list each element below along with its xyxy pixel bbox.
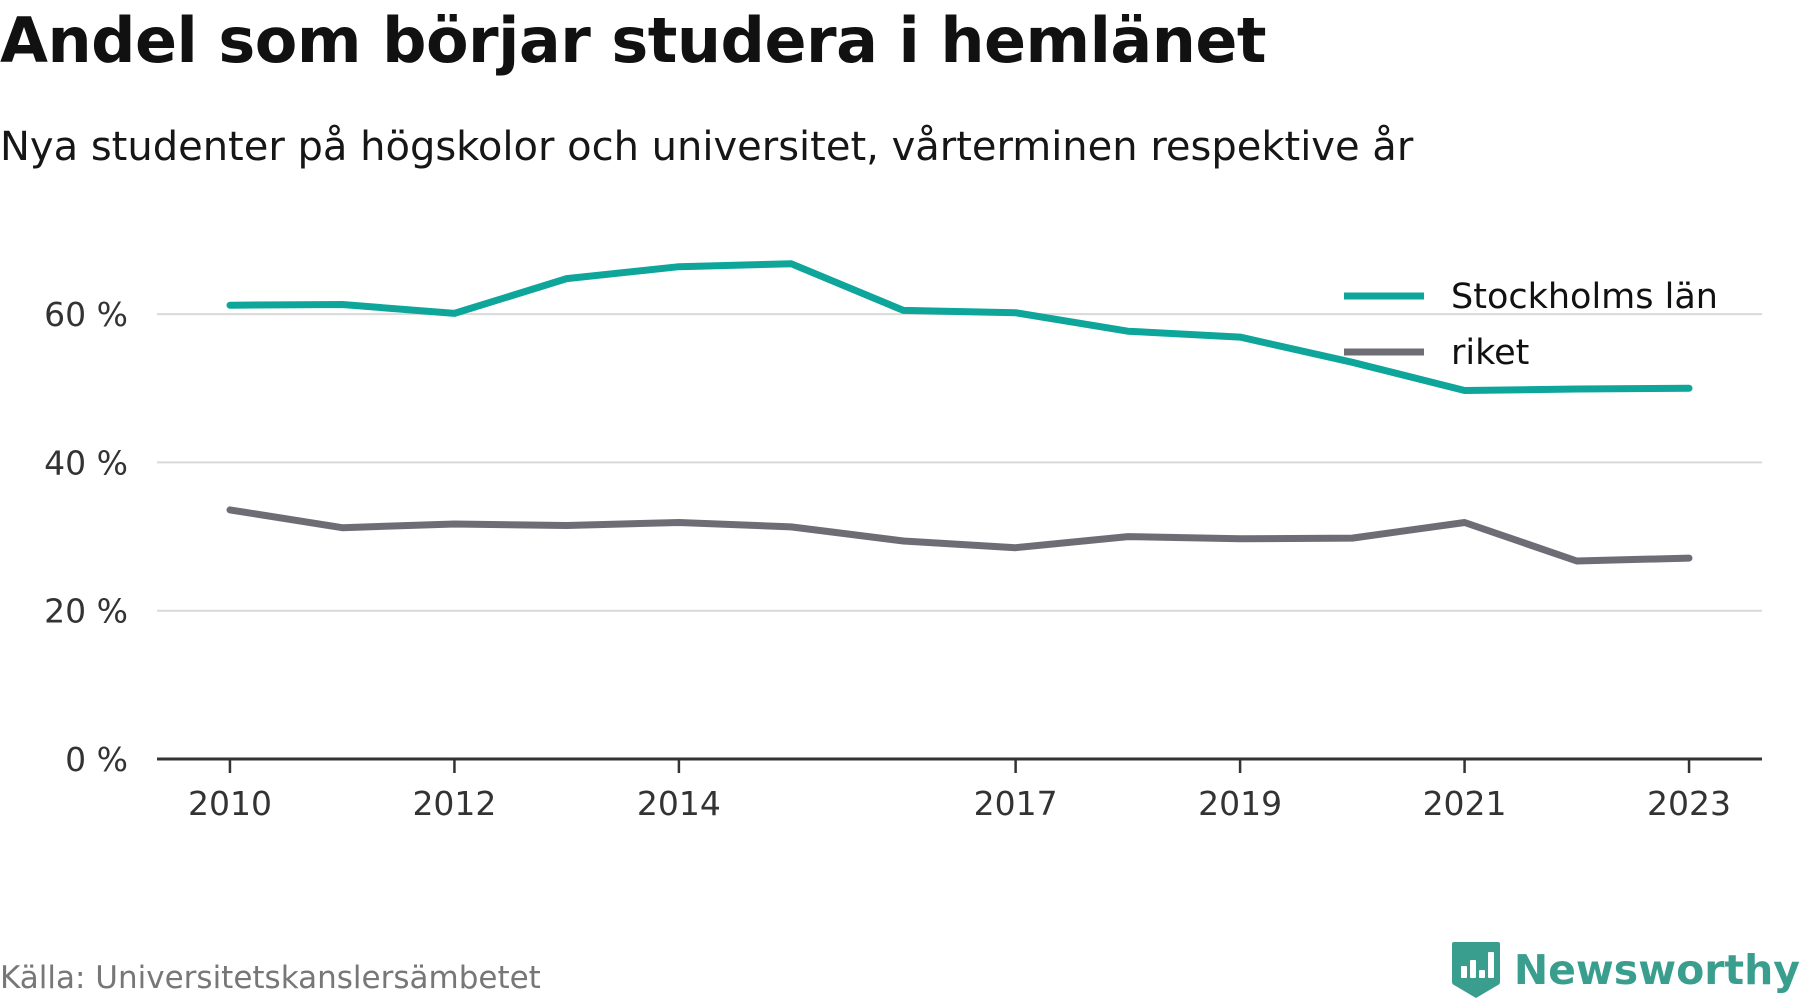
y-tick-label: 40 %	[44, 443, 128, 482]
x-axis-ticks: 2010 2012 2014 2017 2019 2021 2023	[188, 759, 1731, 823]
chart-title: Andel som börjar studera i hemlänet	[0, 4, 1267, 77]
brand-name: Newsworthy	[1513, 946, 1800, 994]
newsworthy-logo-icon	[1451, 942, 1500, 998]
legend: Stockholms län riket	[1344, 277, 1718, 373]
chart-subtitle: Nya studenter på högskolor och universit…	[0, 124, 1414, 170]
x-tick-label: 2021	[1423, 784, 1507, 823]
x-tick-label: 2012	[412, 784, 496, 823]
y-tick-label: 60 %	[44, 295, 128, 334]
legend-label: Stockholms län	[1451, 277, 1718, 317]
x-tick-label: 2010	[188, 784, 272, 823]
brand-logo: Newsworthy	[1450, 940, 1800, 1000]
y-tick-label: 20 %	[44, 592, 128, 631]
x-tick-label: 2023	[1647, 784, 1731, 823]
y-tick-label: 0 %	[65, 740, 128, 779]
x-tick-label: 2014	[637, 784, 721, 823]
legend-label: riket	[1451, 333, 1529, 373]
series-line-riket	[226, 506, 1693, 565]
y-axis-ticks: 0 % 20 % 40 % 60 %	[44, 295, 128, 779]
series-lines	[226, 260, 1693, 565]
x-tick-label: 2019	[1198, 784, 1282, 823]
series-line-stockholms-lan	[226, 260, 1693, 394]
source-note: Källa: Universitetskanslersämbetet	[0, 960, 541, 996]
x-tick-label: 2017	[974, 784, 1058, 823]
